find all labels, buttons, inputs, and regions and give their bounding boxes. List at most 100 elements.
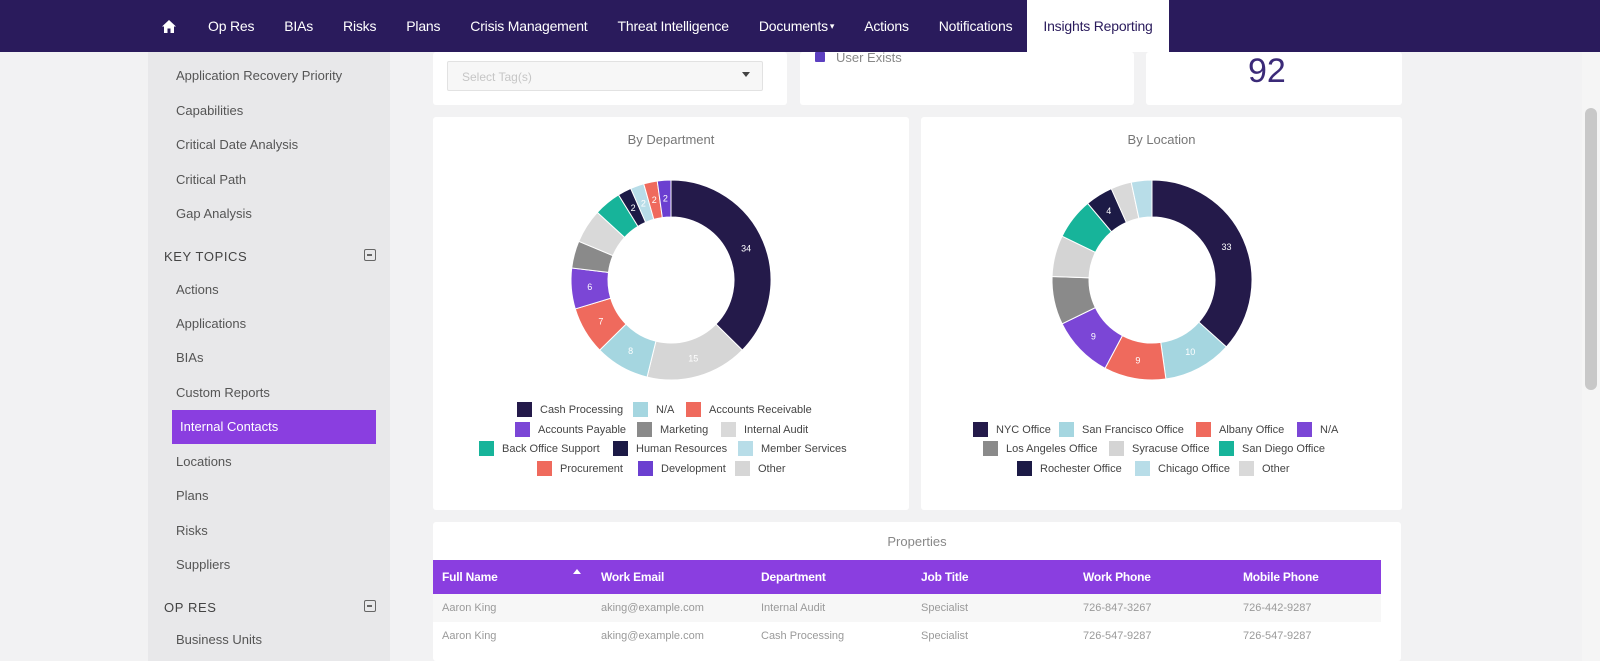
legend-item-back-office-support[interactable]: Back Office Support bbox=[479, 441, 600, 456]
legend-label: Other bbox=[758, 462, 786, 475]
donut-slice-nyc-office[interactable] bbox=[1151, 179, 1253, 348]
user-exists-checkbox[interactable] bbox=[815, 52, 825, 62]
collapse-op-res-icon[interactable] bbox=[364, 600, 376, 612]
cell-mobile-phone: 726-547-9287 bbox=[1243, 630, 1312, 642]
donut-slice-label: 15 bbox=[688, 353, 698, 363]
properties-card: Properties Full Name Work Email Departme… bbox=[433, 522, 1401, 661]
legend-item-accounts-payable[interactable]: Accounts Payable bbox=[515, 422, 626, 437]
nav-op-res[interactable]: Op Res bbox=[208, 18, 255, 34]
legend-swatch bbox=[1297, 422, 1312, 437]
column-header-job-title[interactable]: Job Title bbox=[921, 570, 969, 584]
total-count-value: 92 bbox=[1248, 52, 1286, 90]
legend-item-albany-office[interactable]: Albany Office bbox=[1196, 422, 1284, 437]
nav-actions[interactable]: Actions bbox=[864, 18, 909, 34]
legend-swatch bbox=[1109, 441, 1124, 456]
legend-swatch bbox=[613, 441, 628, 456]
donut-slice-label: 6 bbox=[587, 282, 592, 292]
legend-item-cash-processing[interactable]: Cash Processing bbox=[517, 402, 623, 417]
nav-crisis-management[interactable]: Crisis Management bbox=[470, 18, 588, 34]
column-header-full-name[interactable]: Full Name bbox=[442, 570, 498, 584]
column-header-mobile-phone[interactable]: Mobile Phone bbox=[1243, 570, 1319, 584]
donut-slice-cash-processing[interactable] bbox=[670, 179, 772, 351]
legend-item-n-a[interactable]: N/A bbox=[633, 402, 674, 417]
sidebar-item-bias[interactable]: BIAs bbox=[176, 350, 204, 365]
nav-notifications[interactable]: Notifications bbox=[938, 18, 1013, 34]
sidebar-item-application-recovery-priority[interactable]: Application Recovery Priority bbox=[176, 68, 343, 83]
donut-slice-label: 9 bbox=[1135, 355, 1140, 365]
legend-item-san-diego-office[interactable]: San Diego Office bbox=[1219, 441, 1325, 456]
sidebar-item-internal-contacts[interactable]: Internal Contacts bbox=[172, 410, 376, 444]
legend-item-internal-audit[interactable]: Internal Audit bbox=[721, 422, 808, 437]
donut-slice-development[interactable] bbox=[656, 179, 672, 219]
donut-slice-chicago-office[interactable] bbox=[1130, 179, 1153, 219]
legend-item-chicago-office[interactable]: Chicago Office bbox=[1135, 461, 1230, 476]
nav-threat-intelligence[interactable]: Threat Intelligence bbox=[617, 18, 730, 34]
sidebar-item-business-units[interactable]: Business Units bbox=[176, 632, 262, 647]
legend-swatch bbox=[1059, 422, 1074, 437]
legend-label: Albany Office bbox=[1219, 423, 1285, 436]
legend-label: NYC Office bbox=[996, 423, 1051, 436]
column-header-work-email[interactable]: Work Email bbox=[601, 570, 665, 584]
sidebar-item-applications[interactable]: Applications bbox=[176, 316, 247, 331]
sidebar-item-suppliers[interactable]: Suppliers bbox=[176, 557, 231, 572]
legend-swatch bbox=[973, 422, 988, 437]
by-location-card: By Location 33 10 9 9 4 NYC Office San Franci… bbox=[921, 117, 1402, 510]
sidebar-item-risks[interactable]: Risks bbox=[176, 523, 208, 538]
legend-label: Los Angeles Office bbox=[1006, 442, 1098, 455]
sort-ascending-icon[interactable] bbox=[573, 569, 581, 574]
legend-item-los-angeles-office[interactable]: Los Angeles Office bbox=[983, 441, 1098, 456]
table-row[interactable]: Aaron King aking@example.com Cash Proces… bbox=[433, 622, 1381, 650]
column-header-department[interactable]: Department bbox=[761, 570, 826, 584]
legend-item-procurement[interactable]: Procurement bbox=[537, 461, 623, 476]
donut-slice-label: 9 bbox=[1091, 332, 1096, 342]
donut-slice-label: 2 bbox=[652, 195, 657, 205]
scrollbar-thumb[interactable] bbox=[1585, 108, 1597, 390]
sidebar-item-label: Internal Contacts bbox=[180, 419, 279, 434]
nav-plans[interactable]: Plans bbox=[406, 18, 441, 34]
legend-label: Rochester Office bbox=[1040, 462, 1122, 475]
nav-insights-reporting[interactable]: Insights Reporting bbox=[1027, 0, 1169, 52]
sidebar-item-custom-reports[interactable]: Custom Reports bbox=[176, 385, 270, 400]
sidebar-item-critical-date-analysis[interactable]: Critical Date Analysis bbox=[176, 137, 299, 152]
nav-risks[interactable]: Risks bbox=[343, 18, 377, 34]
nav-documents-dropdown[interactable]: Documents ▾ bbox=[744, 0, 849, 52]
tag-select[interactable]: Select Tag(s) bbox=[447, 61, 763, 91]
sidebar-item-plans[interactable]: Plans bbox=[176, 488, 209, 503]
legend-label: Back Office Support bbox=[502, 442, 600, 455]
legend-item-rochester-office[interactable]: Rochester Office bbox=[1017, 461, 1122, 476]
home-button[interactable] bbox=[155, 0, 193, 52]
chevron-down-icon bbox=[742, 72, 750, 77]
donut-slice-label: 33 bbox=[1221, 242, 1231, 252]
cell-department: Internal Audit bbox=[761, 602, 826, 614]
legend-item-other[interactable]: Other bbox=[735, 461, 786, 476]
legend-item-member-services[interactable]: Member Services bbox=[738, 441, 847, 456]
legend-item-n-a[interactable]: N/A bbox=[1297, 422, 1338, 437]
legend-item-human-resources[interactable]: Human Resources bbox=[613, 441, 727, 456]
sidebar-item-gap-analysis[interactable]: Gap Analysis bbox=[176, 206, 252, 221]
sidebar-item-critical-path[interactable]: Critical Path bbox=[176, 172, 247, 187]
legend-item-development[interactable]: Development bbox=[638, 461, 726, 476]
nav-bias[interactable]: BIAs bbox=[284, 18, 314, 34]
legend-swatch bbox=[479, 441, 494, 456]
sidebar-item-actions[interactable]: Actions bbox=[176, 282, 219, 297]
sidebar-item-capabilities[interactable]: Capabilities bbox=[176, 103, 244, 118]
legend-label: N/A bbox=[1320, 423, 1339, 436]
legend-item-marketing[interactable]: Marketing bbox=[637, 422, 708, 437]
nav-documents-label: Documents bbox=[758, 18, 828, 34]
legend-swatch bbox=[721, 422, 736, 437]
column-header-work-phone[interactable]: Work Phone bbox=[1083, 570, 1151, 584]
table-row[interactable]: Aaron King aking@example.com Internal Au… bbox=[433, 594, 1381, 622]
legend-label: Procurement bbox=[560, 462, 623, 475]
cell-department: Cash Processing bbox=[761, 630, 845, 642]
legend-swatch bbox=[638, 461, 653, 476]
legend-item-nyc-office[interactable]: NYC Office bbox=[973, 422, 1051, 437]
legend-label: Accounts Payable bbox=[538, 423, 627, 436]
legend-item-syracuse-office[interactable]: Syracuse Office bbox=[1109, 441, 1209, 456]
legend-item-other[interactable]: Other bbox=[1239, 461, 1290, 476]
sidebar-item-locations[interactable]: Locations bbox=[176, 454, 232, 469]
legend-swatch bbox=[1219, 441, 1234, 456]
collapse-key-topics-icon[interactable] bbox=[364, 249, 376, 261]
legend-item-san-francisco-office[interactable]: San Francisco Office bbox=[1059, 422, 1184, 437]
legend-item-accounts-receivable[interactable]: Accounts Receivable bbox=[686, 402, 812, 417]
